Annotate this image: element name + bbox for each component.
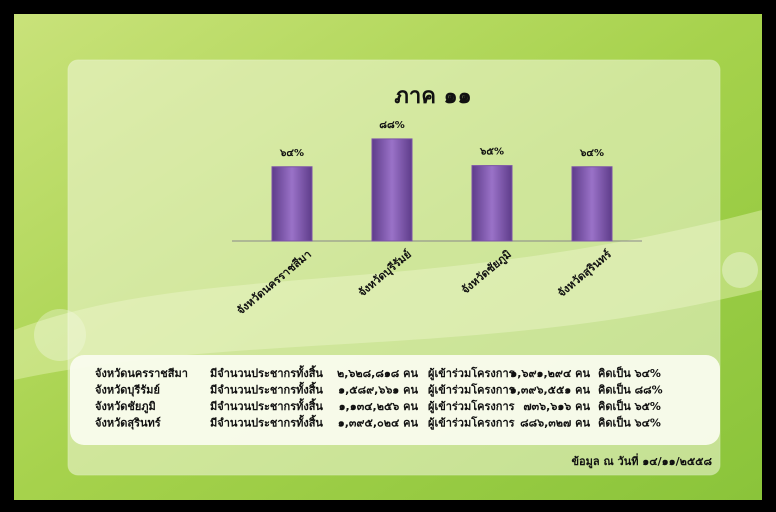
table-cell: ๗๓๖,๖๑๖ คน <box>523 400 590 413</box>
table-cell: คิดเป็น ๖๔% <box>598 416 661 430</box>
bar <box>572 167 612 241</box>
bar <box>272 167 312 241</box>
value-label: ๖๔% <box>579 148 604 159</box>
table-cell: มีจำนวนประชากรทั้งสิ้น <box>210 365 323 380</box>
table-cell: ๑,๓๙๕,๐๒๔ คน <box>338 417 419 430</box>
table-cell: คิดเป็น ๘๘% <box>598 383 663 397</box>
table-cell: ๑,๓๙๖,๕๕๑ คน <box>510 384 591 397</box>
value-label: ๘๘% <box>379 120 404 131</box>
table-cell: จังหวัดสุรินทร์ <box>95 417 161 431</box>
table-cell: ๑,๖๙๑,๒๙๔ คน <box>510 367 590 380</box>
bar <box>472 166 512 241</box>
table-cell: ผู้เข้าร่วมโครงการ <box>428 383 515 398</box>
table-cell: คิดเป็น ๖๔% <box>598 366 661 380</box>
footer-note: ข้อมูล ณ วันที่ ๑๔/๑๑/๒๕๕๘ <box>572 453 713 469</box>
table-cell: ๒,๖๒๘,๘๑๘ คน <box>337 367 418 380</box>
table-cell: จังหวัดนครราชสีมา <box>95 367 188 380</box>
chart-title: ภาค ๑๑ <box>394 84 471 109</box>
table-cell: ผู้เข้าร่วมโครงการ <box>428 366 515 381</box>
table-cell: มีจำนวนประชากรทั้งสิ้น <box>210 398 323 413</box>
table-cell: ๑,๑๓๔,๒๕๖ คน <box>339 400 419 413</box>
table-cell: คิดเป็น ๖๕% <box>598 399 661 413</box>
table-cell: จังหวัดชัยภูมิ <box>95 400 156 414</box>
bar <box>372 139 412 241</box>
decor-bubble <box>722 252 758 288</box>
table-cell: ๑,๕๘๙,๖๖๑ คน <box>338 384 418 397</box>
table-cell: ๘๘๖,๓๒๗ คน <box>520 417 590 430</box>
table-cell: มีจำนวนประชากรทั้งสิ้น <box>210 382 323 397</box>
table-cell: จังหวัดบุรีรัมย์ <box>95 384 160 398</box>
table-cell: ผู้เข้าร่วมโครงการ <box>428 399 515 414</box>
table-cell: ผู้เข้าร่วมโครงการ <box>428 416 515 431</box>
slide: ภาค ๑๑ ๖๔% จังหวัดนครราชสีมา ๘๘% จังหวัดบุร… <box>0 0 776 512</box>
table-cell: มีจำนวนประชากรทั้งสิ้น <box>210 415 323 430</box>
value-label: ๖๔% <box>279 148 304 159</box>
value-label: ๖๕% <box>479 147 504 158</box>
